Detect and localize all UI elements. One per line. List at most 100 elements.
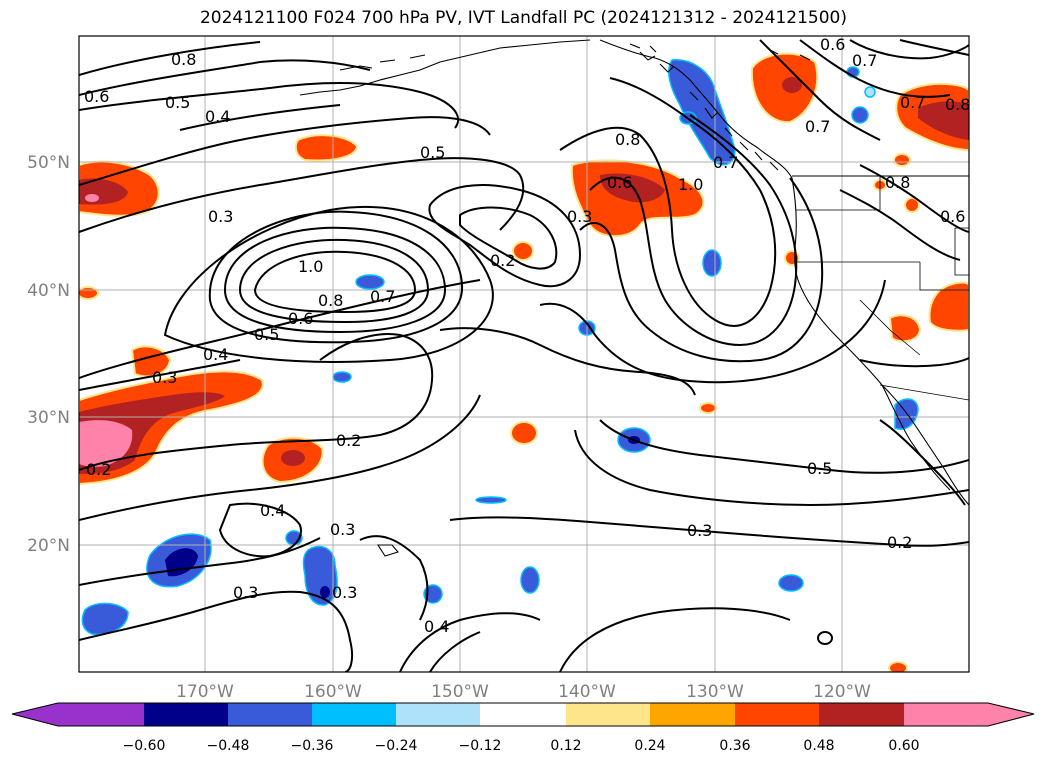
colorbar: −0.60 −0.48 −0.36 −0.24 −0.12 0.12 0.24 …	[11, 702, 1035, 754]
contour-label: 0.5	[420, 143, 445, 162]
positive-region	[699, 402, 717, 414]
contour-label: 0.4	[424, 617, 449, 636]
lat-tick-label: 50°N	[27, 153, 70, 173]
colorbar-tick-label: 0.48	[803, 738, 834, 754]
lon-tick-label: 160°W	[304, 682, 362, 702]
lon-tick-label: 130°W	[686, 682, 744, 702]
pv-contour	[799, 39, 951, 98]
pv-contour	[79, 59, 371, 96]
contour-label: 0.3	[233, 583, 258, 602]
contour-label: 0.3	[332, 583, 357, 602]
negative-shading	[81, 59, 919, 636]
colorbar-tick-label: −0.48	[207, 738, 250, 754]
colorbar-tick-label: 0.36	[719, 738, 750, 754]
positive-region	[510, 421, 538, 445]
positive-region	[888, 661, 908, 672]
positive-core	[918, 101, 969, 140]
contour-label: 0.4	[260, 501, 285, 520]
contour-label: 0.2	[86, 460, 111, 479]
negative-region	[81, 602, 129, 636]
contour-label: 0.4	[203, 345, 228, 364]
colorbar-segment	[312, 703, 396, 726]
contour-label: 0.2	[336, 431, 361, 450]
positive-core	[281, 450, 305, 466]
positive-peak	[79, 420, 133, 467]
pv-contour	[839, 189, 961, 261]
colorbar-segment	[58, 703, 144, 726]
negative-region	[702, 249, 722, 277]
colorbar-segments	[58, 703, 988, 726]
pv-contour	[459, 206, 558, 270]
contour-label: 0.8	[885, 173, 910, 192]
pv-contour	[79, 82, 460, 129]
negative-region	[851, 106, 869, 124]
us-west-coast	[791, 177, 969, 506]
contour-label: 0.6	[607, 173, 632, 192]
pv-contour	[79, 590, 354, 672]
colorbar-tick-label: −0.24	[375, 738, 418, 754]
contour-label: 0.2	[490, 251, 515, 270]
lon-tick-label: 150°W	[431, 682, 489, 702]
lon-tick-label: 140°W	[558, 682, 616, 702]
positive-shading	[79, 52, 969, 672]
colorbar-segment	[735, 703, 819, 726]
pv-contour	[759, 39, 881, 141]
map-content: 0.8 0.6 0.5 0.4 0.5 0.3 1.0 0.8 0.7 0.5 …	[79, 35, 970, 672]
contour-label: 0.8	[945, 95, 970, 114]
pv-contour	[179, 104, 341, 131]
contour-label: 0.8	[615, 130, 640, 149]
contour-label: 0.7	[713, 153, 738, 172]
lat-tick-label: 20°N	[27, 536, 70, 556]
bc-coast	[599, 39, 793, 179]
positive-core	[782, 77, 802, 93]
colorbar-tick-label: 0.60	[888, 738, 919, 754]
map-frame	[78, 35, 970, 673]
positive-region	[928, 281, 969, 332]
pv-contour	[79, 359, 241, 391]
pv-contour	[79, 537, 321, 586]
pv-contour	[589, 114, 798, 347]
pv-contour	[859, 357, 969, 368]
lat-tick-label: 30°N	[27, 408, 70, 428]
islands	[629, 43, 811, 61]
positive-region	[512, 241, 534, 261]
state-borders	[796, 176, 969, 401]
contour-label: 0.3	[152, 368, 177, 387]
contour-label: 0.5	[807, 459, 832, 478]
contour-label: 0.8	[171, 50, 196, 69]
positive-region	[893, 153, 911, 167]
contour-labels: 0.8 0.6 0.5 0.4 0.5 0.3 1.0 0.8 0.7 0.5 …	[84, 35, 970, 636]
colorbar-tick-label: −0.36	[291, 738, 334, 754]
pv-contour	[79, 333, 434, 471]
contour-label: 0.2	[887, 533, 912, 552]
positive-region	[904, 197, 920, 213]
pv-contour	[859, 164, 969, 233]
gridlines	[79, 36, 969, 672]
colorbar-segment	[396, 703, 480, 726]
pv-contour	[253, 250, 417, 314]
contour-label: 0.5	[254, 325, 279, 344]
negative-core	[165, 548, 198, 577]
negative-region	[475, 496, 507, 504]
contour-label: 0.7	[900, 93, 925, 112]
colorbar-segment	[480, 703, 566, 726]
negative-region	[332, 371, 352, 383]
contour-label: 0.3	[330, 520, 355, 539]
contour-label: 0.6	[820, 35, 845, 54]
colorbar-segment	[819, 703, 904, 726]
alaska-coast	[339, 54, 426, 71]
colorbar-segment	[650, 703, 735, 726]
pv-contour	[899, 39, 969, 56]
colorbar-extend-min	[12, 703, 58, 726]
positive-peak	[85, 194, 99, 202]
pv-contour	[208, 210, 464, 344]
contour-label: 0.3	[567, 207, 592, 226]
contour-label: 1.0	[298, 257, 323, 276]
pv-contour	[399, 612, 541, 672]
colorbar-tick-label: 0.12	[550, 738, 581, 754]
island-hawaii-like	[817, 631, 833, 645]
contour-label: 0.7	[805, 117, 830, 136]
negative-region	[864, 86, 876, 98]
positive-region	[888, 314, 922, 343]
lat-tick-label: 40°N	[27, 281, 70, 301]
